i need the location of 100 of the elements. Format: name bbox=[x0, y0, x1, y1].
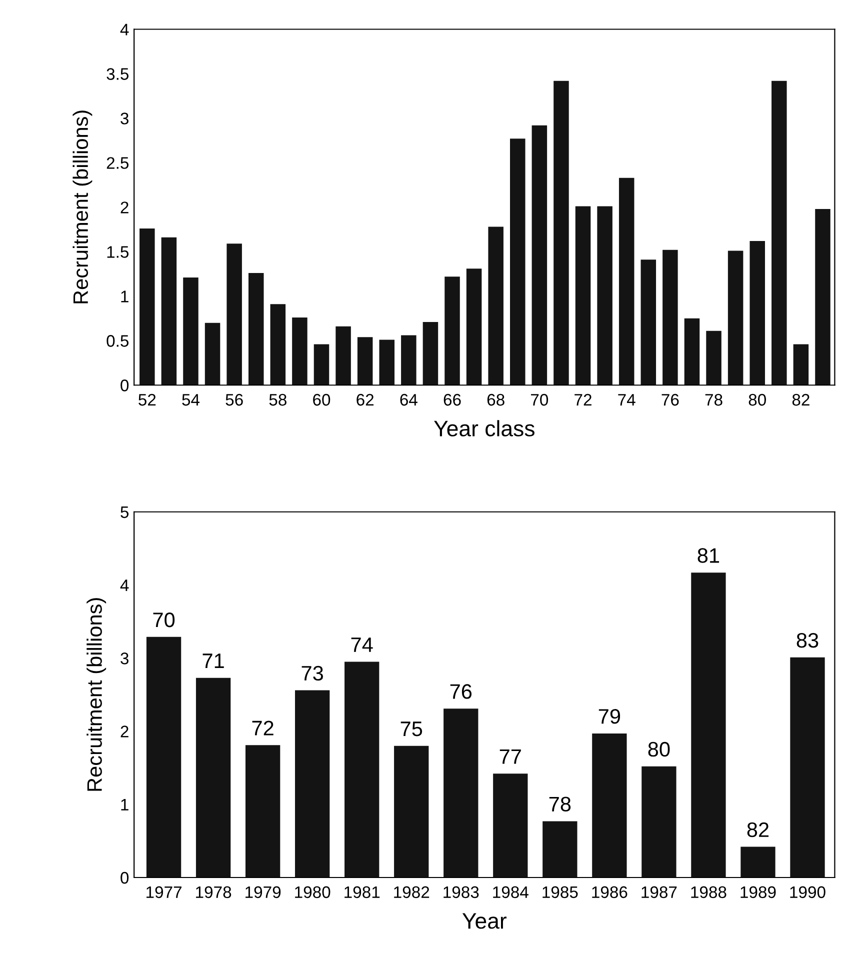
x-tick-label: 78 bbox=[705, 394, 722, 406]
annotation: 77 bbox=[500, 749, 521, 764]
y-tick-label: 4 bbox=[120, 24, 129, 36]
x-tick-label: 66 bbox=[444, 394, 461, 406]
bar bbox=[554, 80, 569, 386]
annotation: 72 bbox=[252, 720, 274, 736]
bar bbox=[815, 208, 830, 386]
bar bbox=[510, 138, 526, 386]
x-tick-label: 1984 bbox=[493, 886, 528, 898]
x-tick-label: 60 bbox=[313, 394, 330, 406]
y-tick-label: 5 bbox=[120, 506, 129, 518]
x-axis-title: Year bbox=[462, 913, 506, 929]
bar bbox=[493, 774, 528, 878]
bar bbox=[706, 330, 722, 386]
y-tick-label: 3.5 bbox=[106, 68, 129, 80]
x-tick-label: 1989 bbox=[740, 886, 776, 898]
bar bbox=[597, 206, 612, 386]
x-axis-title: Year class bbox=[434, 420, 534, 436]
bar bbox=[444, 276, 460, 386]
bar bbox=[422, 322, 438, 386]
bar bbox=[640, 260, 656, 386]
x-tick-label: 82 bbox=[792, 394, 810, 406]
annotation: 81 bbox=[698, 548, 720, 563]
x-tick-label: 64 bbox=[400, 394, 418, 406]
annotation: 80 bbox=[648, 742, 670, 757]
x-tick-label: 54 bbox=[182, 394, 200, 406]
x-tick-label: 80 bbox=[748, 394, 766, 406]
y-tick-label: 1 bbox=[121, 290, 128, 302]
bar bbox=[248, 273, 264, 386]
bar bbox=[140, 228, 155, 386]
bar bbox=[379, 340, 395, 386]
x-tick-label: 58 bbox=[269, 394, 286, 406]
y-tick-label: 0 bbox=[120, 872, 129, 884]
bar bbox=[592, 733, 627, 878]
annotation: 83 bbox=[796, 632, 818, 648]
bar bbox=[357, 337, 373, 386]
y-tick-label: 2.5 bbox=[106, 157, 129, 169]
bar bbox=[183, 277, 198, 386]
bar bbox=[295, 690, 330, 878]
bar bbox=[728, 250, 744, 386]
bar bbox=[488, 226, 504, 386]
bar bbox=[444, 708, 478, 878]
x-tick-label: 1990 bbox=[790, 886, 826, 898]
x-tick-label: 1986 bbox=[592, 886, 628, 898]
y-tick-label: 0 bbox=[120, 380, 129, 392]
y-tick-label: 4 bbox=[120, 580, 129, 592]
annotation: 82 bbox=[747, 822, 769, 838]
annotation: 75 bbox=[400, 722, 422, 736]
y-axis-title: Recruitment (billions) bbox=[86, 598, 106, 791]
x-tick-label: 74 bbox=[618, 394, 636, 406]
x-tick-label: 1981 bbox=[344, 886, 380, 898]
bar bbox=[618, 178, 634, 386]
annotation: 79 bbox=[598, 709, 620, 724]
bar bbox=[466, 268, 482, 386]
annotation: 73 bbox=[302, 666, 324, 681]
annotation: 71 bbox=[202, 654, 224, 668]
bar bbox=[196, 678, 231, 878]
bar bbox=[270, 304, 286, 386]
bar bbox=[750, 240, 765, 386]
bar bbox=[662, 250, 678, 386]
y-axis-title: Recruitment (billions) bbox=[72, 110, 92, 304]
x-tick-label: 68 bbox=[487, 394, 504, 406]
x-tick-label: 1985 bbox=[542, 886, 578, 898]
bar bbox=[226, 244, 242, 386]
x-tick-label: 1979 bbox=[246, 886, 281, 898]
x-tick-label: 1977 bbox=[146, 886, 182, 898]
x-tick-label: 1982 bbox=[394, 886, 430, 898]
bar bbox=[336, 326, 351, 386]
x-tick-label: 76 bbox=[662, 394, 679, 406]
bar bbox=[772, 80, 787, 386]
bar bbox=[245, 745, 280, 878]
x-tick-label: 52 bbox=[138, 394, 156, 406]
bar bbox=[684, 318, 700, 386]
bar bbox=[394, 746, 429, 878]
bar bbox=[542, 821, 578, 878]
bar bbox=[532, 125, 548, 386]
bar bbox=[790, 657, 825, 878]
bar bbox=[691, 572, 726, 878]
bar bbox=[642, 766, 676, 878]
x-tick-label: 1978 bbox=[196, 886, 232, 898]
bar bbox=[793, 344, 809, 386]
annotation: 76 bbox=[450, 684, 472, 699]
y-tick-label: 3 bbox=[120, 652, 128, 664]
x-tick-label: 56 bbox=[226, 394, 243, 406]
annotation: 70 bbox=[153, 612, 175, 628]
bar bbox=[401, 335, 416, 386]
annotation: 74 bbox=[351, 638, 373, 652]
x-tick-label: 1988 bbox=[691, 886, 726, 898]
y-tick-label: 1.5 bbox=[107, 246, 129, 258]
bar bbox=[146, 636, 182, 878]
y-tick-label: 0.5 bbox=[106, 335, 129, 347]
y-tick-label: 3 bbox=[120, 112, 128, 124]
x-tick-label: 72 bbox=[574, 394, 592, 406]
bar bbox=[740, 846, 776, 878]
bar bbox=[292, 318, 308, 386]
y-tick-label: 2 bbox=[120, 726, 128, 738]
x-tick-label: 62 bbox=[356, 394, 374, 406]
x-tick-label: 1980 bbox=[295, 886, 330, 898]
x-tick-label: 1983 bbox=[444, 886, 479, 898]
bar bbox=[161, 237, 177, 386]
